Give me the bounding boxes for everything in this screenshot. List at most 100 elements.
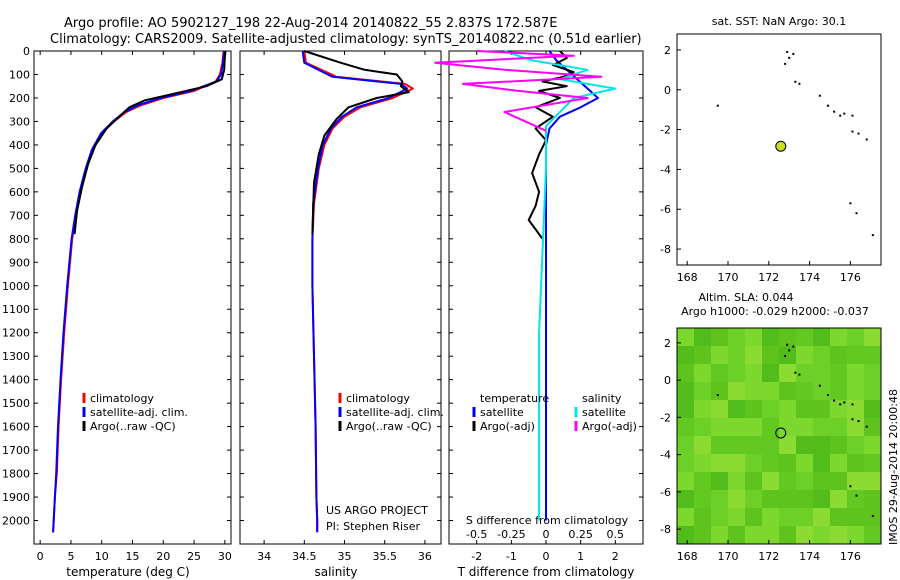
series-salinity_argo — [434, 50, 603, 132]
island-dot — [833, 399, 836, 402]
sla-cell — [711, 472, 728, 490]
series-climatology — [52, 50, 225, 533]
sla-cell — [779, 472, 796, 490]
sla-cell — [694, 454, 711, 472]
island-dot — [851, 403, 854, 406]
sla-cell — [694, 400, 711, 418]
series-argo — [527, 50, 575, 240]
island-dot — [798, 82, 801, 85]
sla-cell — [796, 454, 813, 472]
sla-cell — [779, 508, 796, 526]
sla-cell — [762, 490, 779, 508]
sla-cell — [796, 364, 813, 382]
map-x-tick-label: 170 — [718, 550, 739, 563]
sla-cell — [847, 346, 864, 364]
sla-cell — [728, 436, 745, 454]
sla-cell — [728, 382, 745, 400]
island-dot — [794, 371, 797, 374]
island-dot — [826, 394, 829, 397]
sla-cell — [779, 382, 796, 400]
island-dot — [865, 425, 868, 428]
sla-cell — [745, 364, 762, 382]
sla-cell — [762, 382, 779, 400]
depth-tick-label: 0 — [23, 45, 30, 58]
island-dot — [798, 373, 801, 376]
island-dot — [794, 80, 797, 83]
depth-tick-label: 1600 — [2, 421, 30, 434]
sla-cell — [745, 400, 762, 418]
sla-cell — [796, 472, 813, 490]
depth-tick-label: 200 — [9, 92, 30, 105]
sla-cell — [677, 472, 694, 490]
map-x-tick-label: 168 — [677, 550, 698, 563]
sla-cell — [847, 436, 864, 454]
sst-map-title: sat. SST: NaN Argo: 30.1 — [712, 15, 846, 28]
legend-label: Argo(..raw -QC) — [346, 420, 432, 433]
depth-tick-label: 1500 — [2, 397, 30, 410]
legend-label: satellite-adj. clim. — [90, 406, 188, 419]
map-y-tick-label: -8 — [660, 243, 671, 256]
sla-cell — [830, 382, 847, 400]
sla-cell — [830, 436, 847, 454]
map-y-tick-label: 0 — [664, 374, 671, 387]
sla-cell — [813, 400, 830, 418]
sla-cell — [796, 508, 813, 526]
sla-cell — [813, 508, 830, 526]
sla-cell — [762, 400, 779, 418]
sla-cell — [847, 508, 864, 526]
legend-label: satellite — [582, 406, 626, 419]
sla-cell — [762, 346, 779, 364]
argo-location-marker — [775, 427, 787, 439]
x-tick-label: 2 — [612, 550, 619, 563]
difference-x2label: S difference from climatology — [466, 514, 629, 527]
sla-cell — [677, 526, 694, 544]
x-tick-label: 35 — [338, 550, 352, 563]
map-x-tick-label: 172 — [758, 550, 779, 563]
sla-cell — [762, 508, 779, 526]
sla-cell — [796, 346, 813, 364]
island-dot — [788, 56, 791, 59]
sla-cell — [847, 472, 864, 490]
sla-cell — [728, 346, 745, 364]
island-dot — [788, 349, 791, 352]
sla-cell — [677, 418, 694, 436]
depth-tick-label: 1700 — [2, 444, 30, 457]
sla-cell — [745, 472, 762, 490]
sla-cell — [694, 436, 711, 454]
depth-tick-label: 100 — [9, 68, 30, 81]
depth-tick-label: 1100 — [2, 303, 30, 316]
sla-cell — [677, 400, 694, 418]
map-x-tick-label: 176 — [840, 271, 861, 284]
island-dot — [839, 114, 842, 117]
sla-cell — [694, 382, 711, 400]
x-tick-label: 25 — [187, 550, 201, 563]
sla-cell — [711, 436, 728, 454]
temperature-panel — [33, 50, 232, 545]
island-dot — [865, 138, 868, 141]
sla-cell — [762, 364, 779, 382]
sla-map-panel — [676, 327, 882, 545]
map-y-tick-label: -8 — [660, 523, 671, 536]
imos-side-label: IMOS 29-Aug-2014 20:00:48 — [887, 389, 900, 545]
sla-cell — [745, 526, 762, 544]
sla-cell — [779, 346, 796, 364]
sla-cell — [728, 526, 745, 544]
sla-cell — [830, 346, 847, 364]
sla-cell — [847, 418, 864, 436]
sla-cell — [813, 490, 830, 508]
sla-cell — [677, 364, 694, 382]
sla-cell — [847, 328, 864, 346]
sla-cell — [847, 400, 864, 418]
x-tick-label: 0 — [37, 550, 44, 563]
salinity-xlabel: salinity — [314, 565, 357, 579]
sla-map-title-line1: Altim. SLA: 0.044 — [698, 291, 793, 304]
island-dot — [843, 112, 846, 115]
island-dot — [857, 420, 860, 423]
x-tick-label: 36 — [418, 550, 432, 563]
sst-map-panel — [676, 33, 882, 266]
sla-cell — [728, 364, 745, 382]
sla-cell — [864, 490, 881, 508]
island-dot — [851, 130, 854, 133]
sla-cell — [677, 328, 694, 346]
